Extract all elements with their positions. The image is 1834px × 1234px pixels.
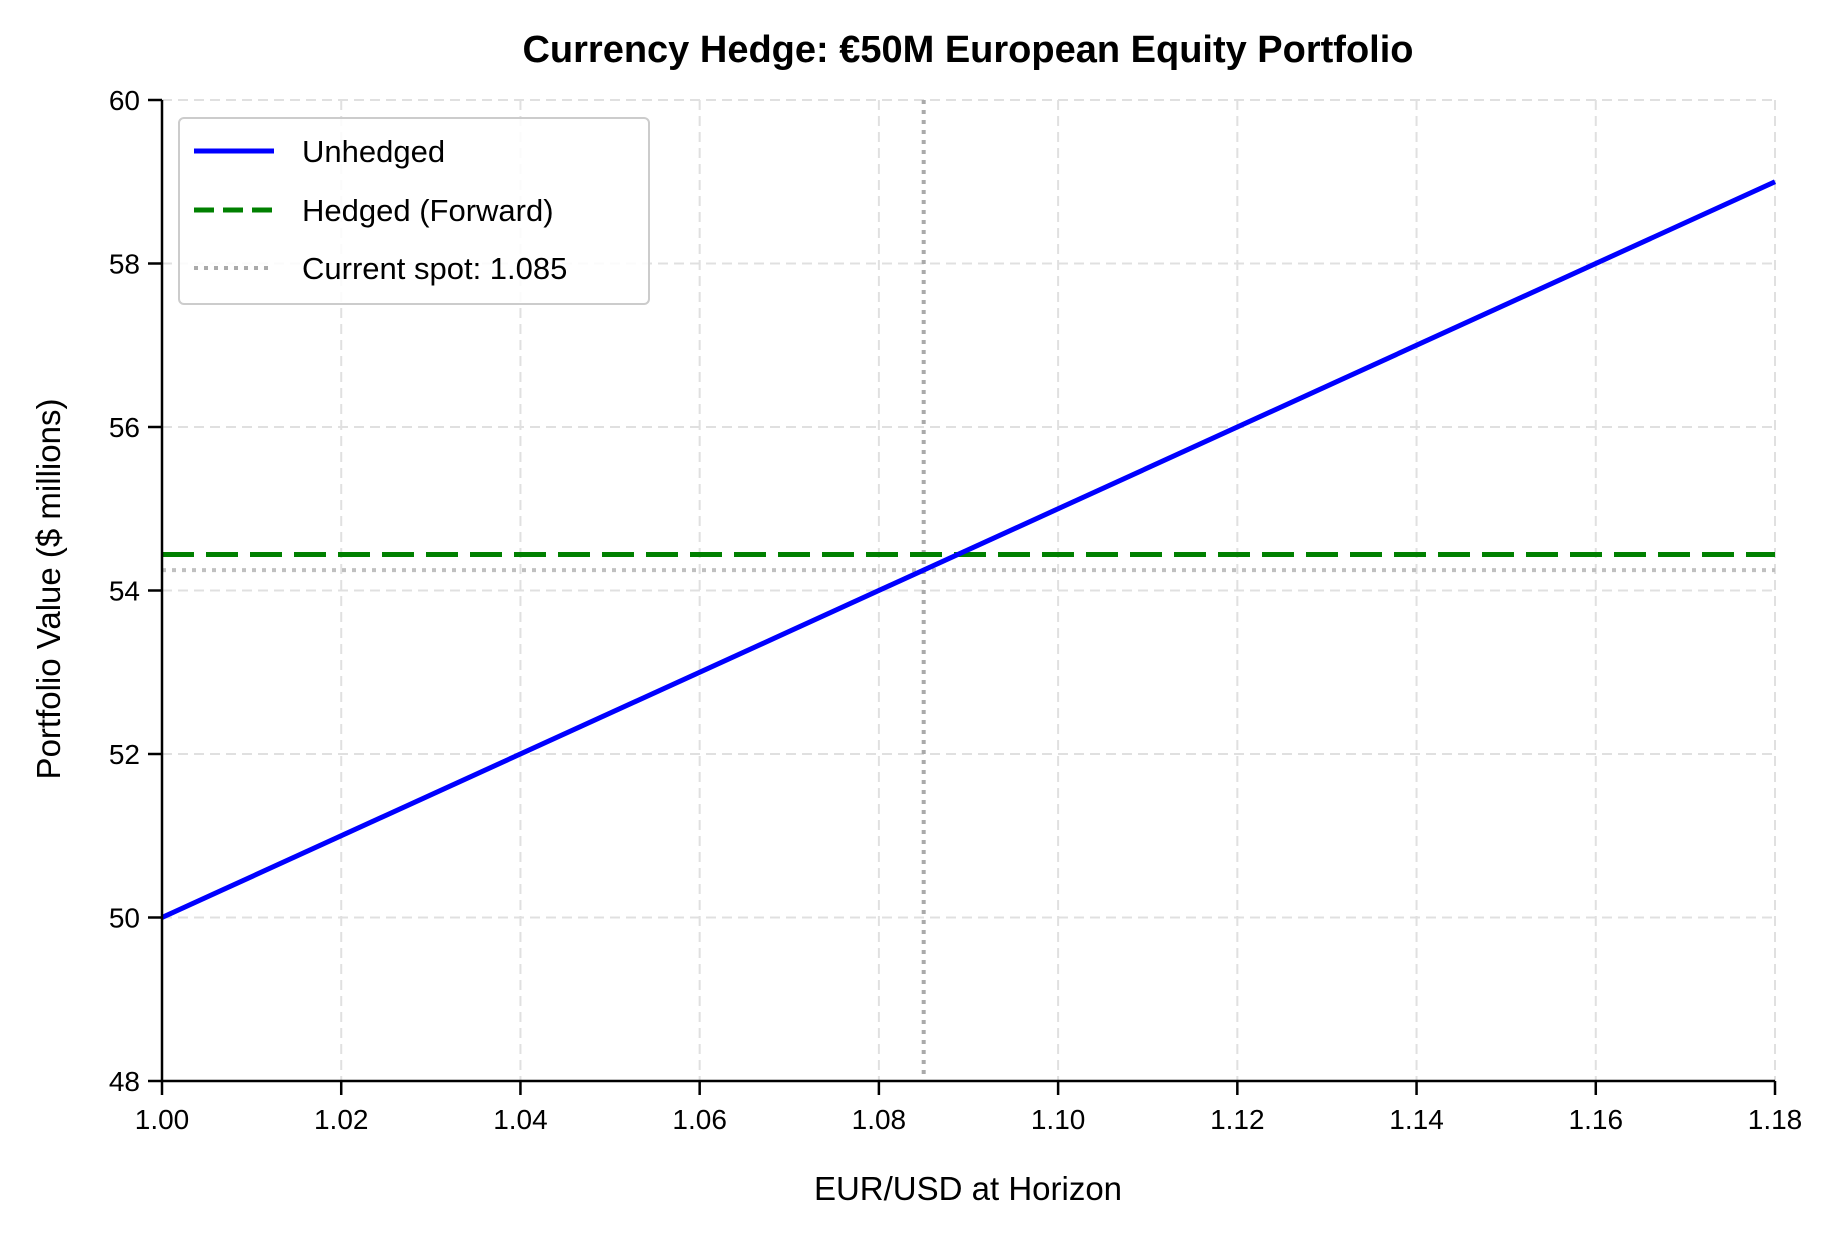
x-tick-label: 1.14 <box>1389 1104 1444 1135</box>
x-tick-label: 1.02 <box>314 1104 369 1135</box>
x-tick-label: 1.18 <box>1748 1104 1803 1135</box>
x-tick-label: 1.10 <box>1031 1104 1086 1135</box>
legend-label-unhedged: Unhedged <box>302 134 445 169</box>
x-tick-label: 1.00 <box>135 1104 190 1135</box>
x-tick-label: 1.08 <box>852 1104 907 1135</box>
y-tick-label: 48 <box>109 1066 140 1097</box>
y-tick-label: 52 <box>109 739 140 770</box>
x-tick-label: 1.12 <box>1210 1104 1265 1135</box>
legend-label-spot: Current spot: 1.085 <box>302 251 567 286</box>
y-tick-label: 54 <box>109 576 140 607</box>
series-layer <box>160 100 1777 1081</box>
y-tick-label: 60 <box>109 85 140 116</box>
y-tick-label: 58 <box>109 249 140 280</box>
y-axis-label: Portfolio Value ($ millions) <box>30 399 67 780</box>
chart-title: Currency Hedge: €50M European Equity Por… <box>522 29 1413 71</box>
x-tick-label: 1.06 <box>672 1104 727 1135</box>
x-axis-label: EUR/USD at Horizon <box>814 1170 1122 1207</box>
y-tick-label: 50 <box>109 903 140 934</box>
axes: 1.00 1.02 1.04 1.06 1.08 1.10 1.12 1.14 1.16 1.18… <box>109 85 1802 1135</box>
legend-frame <box>178 117 650 305</box>
legend-label-hedged: Hedged (Forward) <box>302 193 554 228</box>
y-tick-label: 56 <box>109 412 140 443</box>
legend: Unhedged Hedged (Forward) Current spot: … <box>178 117 650 305</box>
x-tick-label: 1.04 <box>493 1104 548 1135</box>
unhedged-line <box>160 179 1777 920</box>
x-tick-label: 1.16 <box>1569 1104 1624 1135</box>
